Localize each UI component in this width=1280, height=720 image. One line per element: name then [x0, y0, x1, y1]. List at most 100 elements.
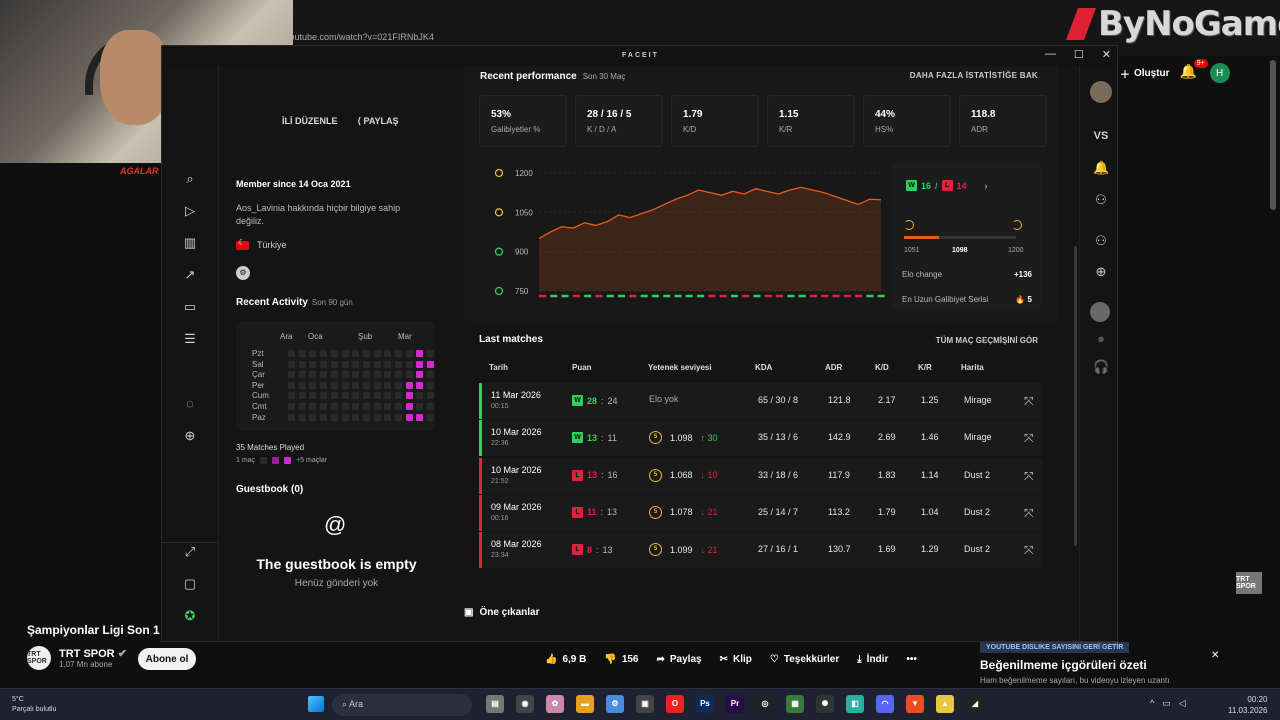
discord-icon[interactable]: ◠ — [876, 695, 894, 713]
performance-title: Recent performance Son 30 Maç — [480, 71, 626, 82]
taskbar-search[interactable]: ⌕ Ara — [332, 694, 472, 716]
more-button[interactable]: ••• — [906, 654, 917, 665]
minimize-icon[interactable]: — — [1044, 48, 1056, 60]
account-avatar[interactable]: H — [1209, 63, 1230, 83]
clip-button[interactable]: ✂ Klip — [719, 653, 752, 665]
match-date: 08 Mar 2026 — [491, 539, 542, 550]
network-icon[interactable]: ▭ — [1162, 698, 1171, 708]
taskbar-apps: ▤ ◉ ✿ ▬ ⚙ ▣ O Ps Pr ◎ ▦ ✺ ◧ ◠ ▼ ▲ ◢ — [486, 695, 984, 713]
all-matches-link[interactable]: TÜM MAÇ GEÇMİŞİNİ GÖR — [935, 336, 1038, 345]
premiere-icon[interactable]: Pr — [726, 695, 744, 713]
bell-icon[interactable]: 🔔 — [1093, 160, 1110, 175]
file-icon[interactable]: ▤ — [486, 695, 504, 713]
col-map[interactable]: Harita — [961, 363, 984, 372]
bag-icon[interactable]: ▢ — [183, 576, 197, 591]
match-time: 22:36 — [491, 440, 509, 448]
brave-icon[interactable]: ▼ — [906, 695, 924, 713]
person-icon[interactable]: ● — [1097, 331, 1105, 346]
user-avatar[interactable] — [1090, 81, 1112, 103]
more-stats-link[interactable]: DAHA FAZLA İSTATİSTİĞE BAK — [909, 71, 1038, 80]
settings-icon[interactable]: ⚙ — [606, 695, 624, 713]
col-kda[interactable]: KDA — [755, 363, 773, 372]
col-skill[interactable]: Yetenek seviyesi — [648, 363, 712, 372]
status-online-icon[interactable]: ✪ — [184, 608, 196, 623]
turkey-flag-icon — [236, 238, 249, 250]
table-row[interactable]: 10 Mar 2026 21:52 L 13 : 16 5 1.068 ↓ 10 3… — [479, 457, 1043, 494]
close-icon[interactable]: ✕ — [1211, 650, 1220, 661]
col-score[interactable]: Puan — [572, 363, 592, 372]
col-kd[interactable]: K/D — [875, 363, 889, 372]
trend-icon[interactable]: ↗ — [184, 267, 196, 282]
thanks-button[interactable]: ♡ Teşekkürler — [769, 653, 840, 665]
download-button[interactable]: ⤓ İndir — [857, 653, 889, 665]
at-sign-icon: @ — [324, 512, 347, 537]
steam-app-icon[interactable]: ◉ — [516, 695, 534, 713]
chevron-up-icon[interactable]: ^ — [1150, 698, 1155, 708]
add-circle-icon[interactable]: ⊕ — [184, 428, 196, 443]
photoshop-icon[interactable]: Ps — [696, 695, 714, 713]
expand-icon[interactable]: ⤢ — [184, 544, 196, 559]
app-icon[interactable]: ◧ — [846, 695, 864, 713]
heatmap-cell — [405, 392, 413, 400]
volume-icon[interactable]: ◁ — [1178, 698, 1186, 708]
party-icon[interactable]: ⚇ — [1095, 192, 1107, 207]
explorer-icon[interactable]: ▬ — [576, 695, 594, 713]
table-row[interactable]: 10 Mar 2026 22:36 W 13 : 11 5 1.098 ↑ 30 3… — [479, 420, 1043, 457]
edit-profile-button[interactable]: İLİ DÜZENLE — [282, 116, 338, 126]
paint-icon[interactable]: ✿ — [546, 695, 564, 713]
heatmap-cell — [320, 413, 328, 421]
map-expand-icon[interactable]: ⤧ — [1024, 543, 1034, 558]
stats-bar-icon[interactable]: ▥ — [183, 235, 197, 250]
hub-icon[interactable]: ◌ — [186, 396, 194, 411]
address-bar[interactable]: youtube.com/watch?v=021FIRNbJK4 — [285, 32, 434, 42]
add-friend-icon[interactable]: ⊕ — [1095, 264, 1107, 279]
heatmap-cell — [405, 403, 413, 410]
search-people-icon[interactable]: ⌕ — [186, 171, 194, 186]
share-video-button[interactable]: ➦ Paylaş — [656, 653, 702, 665]
obs-icon[interactable]: ◎ — [756, 695, 774, 713]
play-icon[interactable]: ▷ — [185, 203, 195, 218]
col-adr[interactable]: ADR — [825, 363, 843, 372]
steam-icon[interactable]: ⚙ — [236, 266, 250, 280]
table-row[interactable]: 09 Mar 2026 00:16 L 11 : 13 5 1.078 ↓ 21 2… — [479, 494, 1043, 531]
share-button[interactable]: ⟨ PAYLAŞ — [357, 116, 399, 126]
minecraft-icon[interactable]: ▦ — [786, 695, 804, 713]
col-date[interactable]: Tarih — [489, 363, 508, 372]
table-row[interactable]: 11 Mar 2026 00:15 W 28 : 24 Elo yok 65 /… — [479, 383, 1043, 419]
download-icon: ⤓ — [857, 653, 862, 665]
cs-icon[interactable]: ▲ — [936, 695, 954, 713]
map-expand-icon[interactable]: ⤧ — [1024, 394, 1034, 408]
table-row[interactable]: 08 Mar 2026 23:34 L 8 : 13 5 1.099 ↓ 21 27… — [479, 532, 1043, 569]
chevron-right-icon[interactable]: › — [984, 180, 988, 191]
notifications-button[interactable]: 🔔 9+ — [1180, 59, 1208, 83]
match-time: 00:15 — [491, 403, 509, 410]
friend-avatar[interactable] — [1090, 302, 1110, 322]
create-button[interactable]: ＋ Oluştur — [1120, 67, 1170, 81]
col-kr[interactable]: K/R — [918, 363, 932, 372]
vs-icon[interactable]: VS — [1093, 130, 1109, 142]
map-expand-icon[interactable]: ⤧ — [1024, 468, 1034, 483]
close-icon[interactable]: ✕ — [1101, 49, 1111, 61]
faceit-icon[interactable]: ◢ — [966, 695, 984, 713]
app-icon[interactable]: ▣ — [636, 695, 654, 713]
maximize-icon[interactable]: ☐ — [1073, 49, 1084, 61]
weather-widget[interactable]: 5°C Parçalı bulutlu — [12, 696, 57, 713]
headset-icon[interactable]: 🎧 — [1093, 359, 1110, 374]
faceit-scrollbar[interactable] — [1074, 246, 1077, 546]
chatgpt-icon[interactable]: ✺ — [816, 695, 834, 713]
opera-icon[interactable]: O — [666, 695, 684, 713]
channel-name[interactable]: TRT SPOR ✔ — [59, 648, 127, 660]
clock[interactable]: 00:20 11.03.2026 — [1228, 695, 1268, 715]
page-scrollbar[interactable] — [1270, 60, 1276, 210]
map-expand-icon[interactable]: ⤧ — [1024, 431, 1034, 446]
like-button[interactable]: 👍 6,9 B — [545, 653, 587, 665]
map-expand-icon[interactable]: ⤧ — [1024, 505, 1034, 520]
start-icon[interactable] — [308, 696, 324, 712]
video-icon[interactable]: ▭ — [183, 299, 197, 314]
match-date: 10 Mar 2026 — [491, 427, 542, 438]
subscribe-button[interactable]: Abone ol — [138, 648, 196, 670]
dislike-button[interactable]: 👎 156 — [604, 653, 639, 665]
channel-logo[interactable]: TRT SPOR — [27, 646, 51, 670]
list-icon[interactable]: ☰ — [184, 331, 196, 346]
friends-icon[interactable]: ⚇ — [1095, 233, 1107, 248]
